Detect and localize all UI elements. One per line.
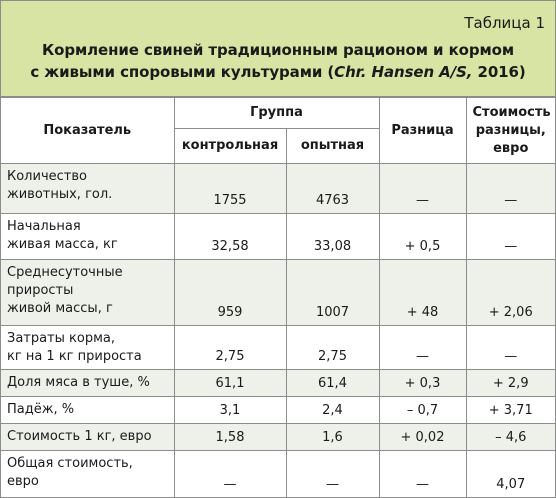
cell-experimental: 1007 — [285, 259, 380, 326]
row-label-line: живой массы, г — [7, 301, 113, 316]
cell-control: 61,1 — [173, 369, 287, 397]
row-label-line: животных, гол. — [7, 187, 113, 202]
cell-cost: — — [465, 213, 555, 260]
cell-control: 959 — [173, 259, 287, 326]
table-title: Кормление свиней традиционным рационом и… — [1, 39, 555, 83]
cell-experimental: 2,75 — [285, 325, 380, 370]
table-row: Падёж, % 3,1 2,4– 0,7 + 3,71 — [1, 396, 555, 424]
header-cost: Стоимость разницы, евро — [465, 97, 555, 164]
header-control: контрольная — [174, 128, 287, 164]
cell-experimental: 2,4 — [285, 396, 380, 424]
table-row: Общая стоимость, евро — — —4,07 — [1, 450, 555, 497]
data-table: Показатель Группа Разница Стоимость разн… — [1, 97, 555, 497]
cell-cost: – 4,6 — [465, 423, 555, 451]
cell-difference: + 0,5 — [378, 213, 467, 260]
cell-control: — — [173, 450, 287, 497]
row-label: Среднесуточные приросты живой массы, г — [1, 259, 175, 326]
row-label-line: Доля мяса в туше, % — [7, 375, 150, 390]
row-label-line: приросты — [7, 283, 74, 298]
cell-difference: — — [378, 163, 467, 214]
cell-difference: – 0,7 — [378, 396, 467, 424]
cell-control: 1,58 — [173, 423, 287, 451]
table-row: Начальная живая масса, кг 32,58 33,08 + 0,5— — [1, 213, 555, 260]
row-label-line: Среднесуточные — [7, 265, 123, 280]
cell-difference: — — [378, 325, 467, 370]
cell-cost: + 3,71 — [465, 396, 555, 424]
row-label: Доля мяса в туше, % — [1, 369, 175, 397]
cell-control: 3,1 — [173, 396, 287, 424]
cell-difference: + 48 — [378, 259, 467, 326]
table-row: Стоимость 1 кг, евро 1,58 1,6 + 0,02– 4,6 — [1, 423, 555, 451]
row-label-line: евро — [7, 474, 39, 489]
table-header-band: Таблица 1 Кормление свиней традиционным … — [1, 1, 555, 97]
cell-control: 1755 — [173, 163, 287, 214]
cell-cost: — — [465, 325, 555, 370]
row-label: Падёж, % — [1, 396, 175, 424]
cell-difference: + 0,3 — [378, 369, 467, 397]
header-cost-line-1: Стоимость — [472, 104, 551, 120]
title-prefix: с живыми споровыми культурами ( — [30, 63, 335, 81]
table-row: Среднесуточные приросты живой массы, г 959 1… — [1, 259, 555, 326]
row-label-line: Количество — [7, 169, 87, 184]
header-cost-line-2: разницы, — [475, 122, 546, 138]
row-label-line: Общая стоимость, — [7, 456, 133, 471]
row-label: Затраты корма, кг на 1 кг прироста — [1, 325, 175, 370]
cell-cost: + 2,06 — [465, 259, 555, 326]
cell-experimental: 4763 — [285, 163, 380, 214]
header-difference: Разница — [378, 97, 467, 164]
title-line-2: с живыми споровыми культурами (Chr. Hans… — [1, 61, 555, 83]
cell-experimental: 61,4 — [285, 369, 380, 397]
title-suffix: 2016) — [472, 63, 526, 81]
table-row: Количество животных, гол. 1755 4763— — — [1, 163, 555, 214]
row-label: Общая стоимость, евро — [1, 450, 175, 497]
cell-cost: + 2,9 — [465, 369, 555, 397]
cell-experimental: 1,6 — [285, 423, 380, 451]
header-indicator: Показатель — [1, 97, 175, 164]
table-number: Таблица 1 — [464, 14, 545, 32]
header-experimental: опытная — [285, 128, 379, 164]
cell-cost: — — [465, 163, 555, 214]
row-label-line: кг на 1 кг прироста — [7, 349, 142, 364]
cell-control: 32,58 — [173, 213, 287, 260]
title-line-1: Кормление свиней традиционным рационом и… — [41, 41, 515, 59]
table-row: Доля мяса в туше, % 61,1 61,4 + 0,3 + 2,9 — [1, 369, 555, 397]
row-label: Стоимость 1 кг, евро — [1, 423, 175, 451]
cell-difference: — — [378, 450, 467, 497]
cell-experimental: 33,08 — [285, 213, 380, 260]
row-label-line: живая масса, кг — [7, 237, 118, 252]
header-cost-line-3: евро — [493, 140, 529, 156]
table-row: Затраты корма, кг на 1 кг прироста 2,75 2,7… — [1, 325, 555, 370]
title-source: Chr. Hansen A/S, — [334, 63, 473, 81]
row-label-line: Начальная — [7, 219, 81, 234]
row-label-line: Затраты корма, — [7, 331, 116, 346]
cell-control: 2,75 — [173, 325, 287, 370]
row-label: Количество животных, гол. — [1, 163, 175, 214]
row-label-line: Падёж, % — [7, 402, 75, 417]
cell-cost: 4,07 — [465, 450, 555, 497]
cell-difference: + 0,02 — [378, 423, 467, 451]
header-group: Группа — [173, 97, 380, 129]
row-label: Начальная живая масса, кг — [1, 213, 175, 260]
cell-experimental: — — [285, 450, 380, 497]
row-label-line: Стоимость 1 кг, евро — [7, 429, 152, 444]
